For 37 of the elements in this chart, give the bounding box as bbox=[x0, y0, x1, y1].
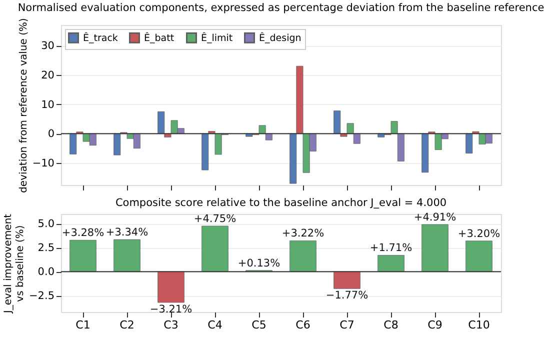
y-axis-title: J_eval improvement vs baseline (%) bbox=[3, 214, 26, 314]
data-label: +3.28% bbox=[62, 227, 104, 240]
legend-label: Ê_design bbox=[259, 32, 302, 44]
y-tick-label: −2.5 bbox=[29, 290, 54, 302]
x-tick-label: C1 bbox=[76, 318, 90, 332]
x-tick-label: C6 bbox=[296, 318, 310, 332]
x-tick-label: C10 bbox=[468, 318, 490, 332]
y-tick-label: 30 bbox=[41, 40, 54, 52]
x-tick-label: C5 bbox=[252, 318, 266, 332]
y-tick-label: 20 bbox=[41, 69, 54, 82]
y-tick-label: 10 bbox=[41, 98, 54, 111]
y-tick-label: 2.5 bbox=[38, 242, 54, 254]
y-tick-label: −10 bbox=[32, 157, 54, 170]
y-tick-label: 5.0 bbox=[38, 218, 54, 230]
y-tick-label: 0.0 bbox=[38, 266, 54, 278]
y-tick-label: 0 bbox=[48, 128, 54, 140]
data-label: +4.91% bbox=[414, 211, 456, 224]
x-tick-label: C4 bbox=[208, 318, 222, 332]
legend-label: Ê_limit bbox=[201, 32, 233, 44]
data-label: +3.20% bbox=[458, 228, 500, 240]
x-tick-label: C7 bbox=[340, 318, 354, 332]
legend-label: Ê_batt bbox=[144, 32, 174, 44]
data-label: −3.21% bbox=[150, 303, 192, 316]
data-label: +3.22% bbox=[282, 228, 324, 240]
chart-title: Composite score relative to the baseline anchor J_eval = 4.000 bbox=[115, 196, 447, 209]
x-tick-label: C8 bbox=[384, 318, 398, 332]
x-tick-label: C9 bbox=[428, 318, 442, 332]
data-label: +1.71% bbox=[370, 242, 412, 254]
data-label: +0.13% bbox=[238, 257, 280, 270]
data-label: +4.75% bbox=[194, 213, 236, 226]
legend-label: Ê_track bbox=[83, 32, 118, 44]
x-tick-label: C3 bbox=[164, 318, 178, 332]
x-tick-label: C2 bbox=[120, 318, 134, 332]
data-label: −1.77% bbox=[326, 290, 368, 302]
data-label: +3.34% bbox=[106, 226, 148, 239]
y-axis-title: deviation from reference value (%) bbox=[18, 18, 30, 193]
chart-title: Normalised evaluation components, expressed as percentage deviation from the baseline reference bbox=[18, 2, 544, 14]
